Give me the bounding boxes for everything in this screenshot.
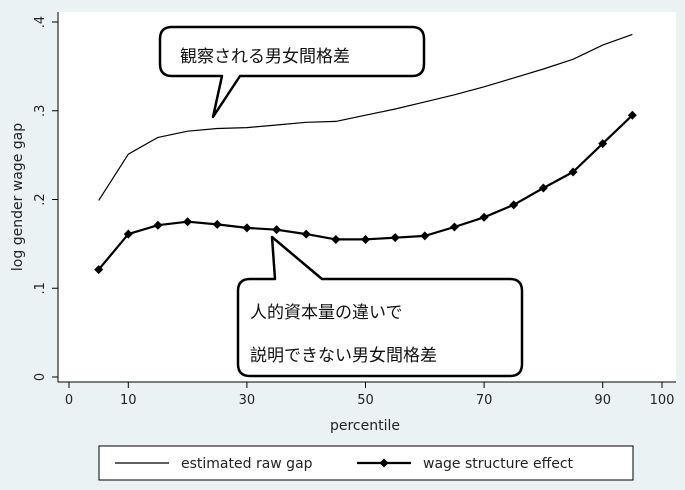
data-point-wage-structure xyxy=(242,223,252,233)
y-axis: 0 .1 .2 .3 .4 xyxy=(33,12,59,382)
data-point-wage-structure xyxy=(449,222,459,232)
legend-label-wage-structure: wage structure effect xyxy=(423,456,574,472)
data-point-wage-structure xyxy=(153,220,163,230)
series-layer xyxy=(94,33,637,275)
y-axis-title: log gender wage gap xyxy=(10,123,26,271)
callout-observed-gap-text: 観察される男女間格差 xyxy=(180,47,350,67)
data-point-wage-structure xyxy=(479,212,489,222)
y-tick-label: .3 xyxy=(33,105,48,117)
data-point-wage-structure xyxy=(390,233,400,243)
data-point-wage-structure xyxy=(272,225,282,235)
x-tick-label: 90 xyxy=(594,393,611,408)
callout-observed-gap-bubble xyxy=(158,25,426,119)
callout-unexplained-gap-line-2: 説明できない男女間格差 xyxy=(250,346,437,366)
callout-observed-gap: 観察される男女間格差 xyxy=(158,25,426,119)
data-point-wage-structure xyxy=(183,217,193,227)
x-tick-label: 100 xyxy=(650,393,675,408)
data-point-wage-structure xyxy=(420,231,430,241)
data-point-wage-structure xyxy=(123,229,133,239)
data-point-wage-structure xyxy=(627,110,637,120)
x-tick-label: 50 xyxy=(357,393,374,408)
y-tick-label: .4 xyxy=(33,16,48,28)
y-tick-label: .1 xyxy=(33,282,48,294)
callout-unexplained-gap: 人的資本量の違いで 説明できない男女間格差 xyxy=(236,235,524,378)
y-tick-label: .2 xyxy=(33,193,48,205)
callout-unexplained-gap-bubble xyxy=(236,235,524,378)
x-axis-title: percentile xyxy=(330,418,400,434)
data-point-wage-structure xyxy=(568,167,578,177)
x-tick-label: 30 xyxy=(239,393,256,408)
x-axis: 0 10 30 50 70 90 100 xyxy=(58,381,676,408)
x-tick-label: 10 xyxy=(120,393,137,408)
legend: estimated raw gap wage structure effect xyxy=(98,445,634,481)
data-point-wage-structure xyxy=(212,219,222,229)
y-tick-label: 0 xyxy=(33,373,48,381)
data-point-wage-structure xyxy=(509,200,519,210)
legend-label-raw-gap: estimated raw gap xyxy=(181,456,313,472)
data-point-wage-structure xyxy=(538,183,548,193)
data-point-wage-structure xyxy=(301,229,311,239)
callout-unexplained-gap-line-1: 人的資本量の違いで xyxy=(250,303,403,323)
x-tick-label: 70 xyxy=(476,393,493,408)
series-line-raw-gap xyxy=(98,33,633,201)
data-point-wage-structure xyxy=(331,234,341,244)
data-point-wage-structure xyxy=(598,139,608,149)
data-point-wage-structure xyxy=(94,265,104,275)
x-tick-label: 0 xyxy=(65,393,73,408)
legend-marker-wage-structure xyxy=(379,458,389,468)
data-point-wage-structure xyxy=(361,234,370,244)
